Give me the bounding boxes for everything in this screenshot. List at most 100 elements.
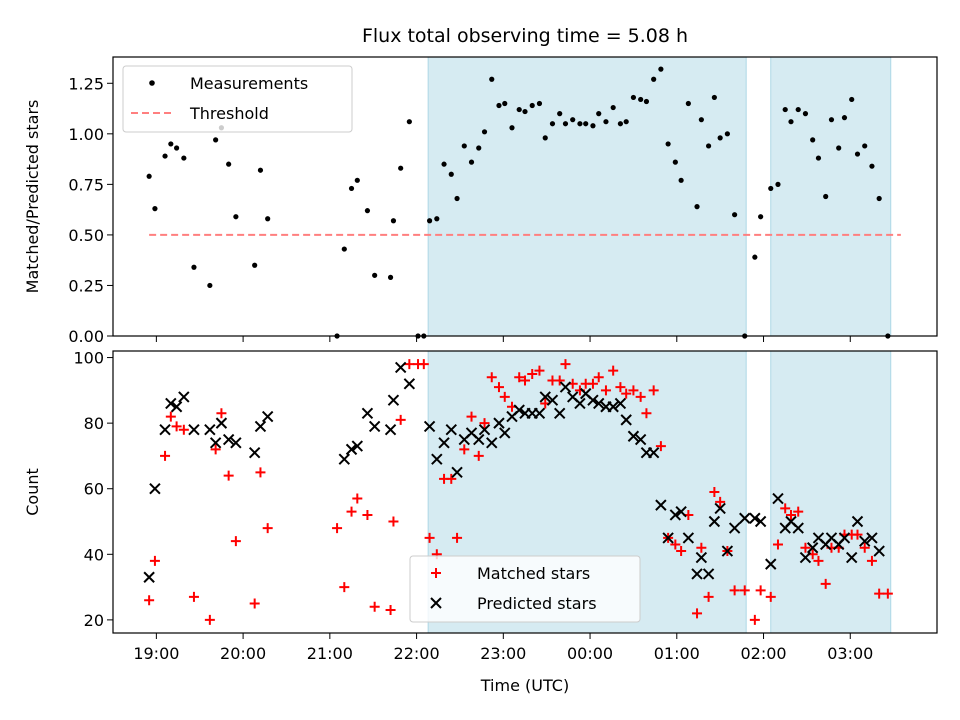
predicted-star-point [691, 568, 703, 580]
predicted-star-point [721, 545, 734, 557]
matched-star-point [628, 385, 639, 396]
matched-star-point [520, 375, 530, 386]
predicted-star-point [846, 551, 858, 564]
matched-star-point [171, 421, 182, 432]
measurement-point [441, 161, 447, 167]
matched-star-point [385, 605, 396, 616]
predicted-star-point [445, 423, 457, 436]
measurement-point [549, 121, 556, 127]
predicted-star-point [438, 437, 450, 449]
measurement-point [233, 214, 239, 220]
matched-star-point [527, 368, 538, 379]
x-tick-label: 22:00 [394, 644, 440, 663]
measurement-point [854, 151, 861, 157]
matched-star-point [144, 595, 155, 606]
matched-star-point [648, 385, 659, 396]
y-tick-label: 0.75 [68, 175, 104, 194]
matched-star-point [852, 529, 863, 540]
bottom-x-ticks: 19:00 20:00 21:00 22:00 23:00 00:00 01:00 02:00… [133, 633, 873, 663]
predicted-star-point [248, 446, 261, 459]
predicted-star-point [499, 427, 511, 439]
measurement-point [481, 129, 488, 135]
matched-star-point [739, 585, 750, 596]
measurement-point [610, 104, 616, 111]
matched-star-point [534, 365, 545, 376]
predicted-star-point [682, 532, 695, 544]
measurement-point [168, 141, 174, 147]
predicted-star-point [749, 512, 761, 524]
y-tick-label: 40 [84, 545, 104, 564]
measurement-point [651, 76, 657, 82]
legend-measurements-marker [149, 80, 155, 86]
predicted-star-point [702, 568, 715, 580]
bottom-y-axis-label: Count [23, 468, 42, 516]
measurements-series [146, 66, 891, 339]
predicted-star-point [593, 397, 605, 410]
predicted-star-point [261, 410, 274, 423]
measurement-point [496, 102, 502, 109]
predicted-star-point [165, 397, 177, 410]
matched-star-point [499, 391, 510, 402]
y-tick-label: 80 [84, 414, 104, 433]
measurement-point [522, 108, 528, 115]
measurement-point [509, 125, 515, 131]
measurement-point [752, 254, 758, 260]
measurement-point [788, 119, 794, 125]
matched-star-point [813, 555, 824, 566]
measurement-point [828, 117, 835, 123]
measurement-point [341, 246, 347, 252]
measurement-point [732, 212, 738, 218]
matched-star-point [621, 388, 632, 399]
predicted-star-point [806, 542, 819, 554]
matched-star-point [486, 372, 497, 383]
predicted-star-point [493, 417, 505, 429]
measurement-point [876, 195, 882, 202]
measurement-point [665, 141, 671, 147]
measurement-point [476, 145, 482, 151]
predicted-star-point [178, 391, 190, 403]
measurement-point [448, 171, 454, 177]
predicted-star-point [765, 558, 777, 570]
measurement-point [698, 117, 704, 123]
measurement-point [265, 216, 271, 222]
matched-star-point [346, 506, 357, 517]
matched-star-point [395, 414, 406, 425]
matched-star-point [369, 601, 380, 612]
measurement-point [623, 119, 629, 125]
y-tick-label: 1.00 [68, 125, 104, 144]
predicted-star-point [431, 453, 443, 465]
measurement-point [468, 159, 475, 165]
measurement-point [562, 121, 569, 127]
measurement-point [815, 155, 822, 161]
predicted-star-point [574, 397, 586, 410]
predicted-star-point [739, 512, 751, 524]
matched-star-point [608, 365, 619, 376]
measurement-point [768, 185, 774, 192]
predicted-star-point [351, 440, 364, 452]
measurement-point [836, 145, 842, 151]
x-tick-label: 23:00 [480, 644, 526, 663]
measurement-point [536, 100, 543, 107]
measurement-point [181, 155, 187, 161]
measurement-point [711, 94, 717, 101]
matched-star-point [800, 542, 811, 553]
predicted-star-point [799, 551, 812, 564]
measurement-point [638, 96, 644, 103]
predicted-star-point [859, 535, 871, 547]
bottom-legend: Matched stars Predicted stars [409, 555, 641, 623]
matched-star-point [249, 598, 260, 609]
x-tick-label: 01:00 [654, 644, 700, 663]
chart-title: Flux total observing time = 5.08 h [362, 25, 688, 47]
matched-star-point [446, 473, 457, 484]
legend-matched-label: Matched stars [477, 564, 590, 583]
predicted-star-point [403, 378, 416, 390]
measurement-point [213, 137, 219, 143]
measurement-point [658, 66, 664, 72]
matched-star-point [479, 418, 490, 429]
matched-star-point [785, 509, 796, 520]
measurement-point [387, 274, 394, 280]
y-tick-label: 100 [73, 349, 104, 368]
predicted-star-point [675, 505, 687, 518]
measurement-point [862, 143, 868, 149]
measurement-point [617, 121, 624, 127]
